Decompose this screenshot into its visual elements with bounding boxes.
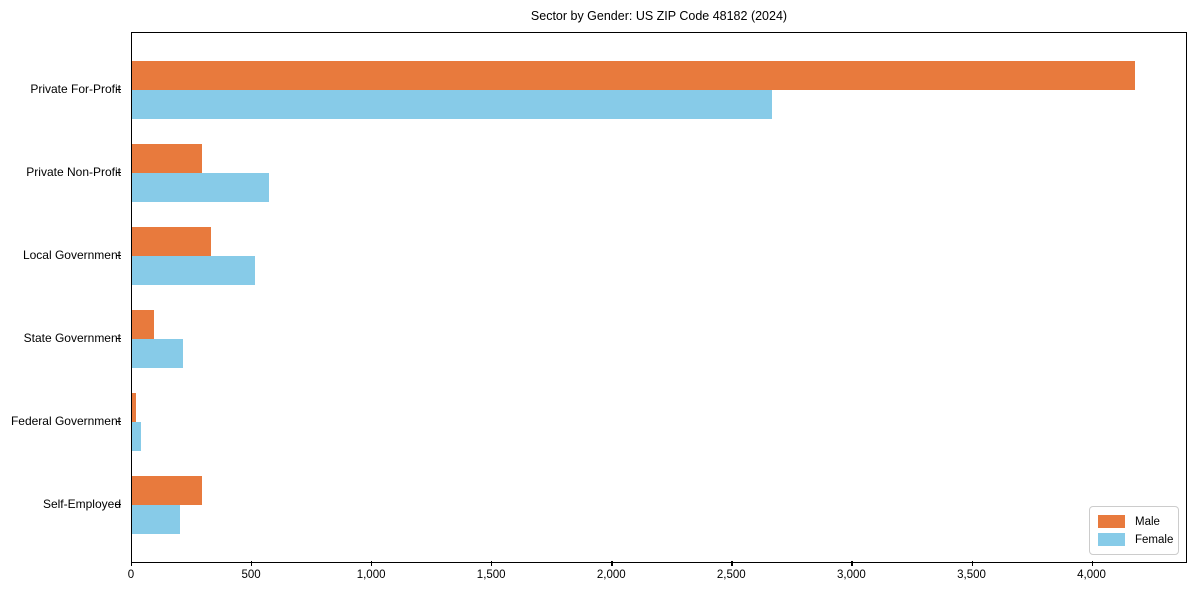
x-tick-label-500: 500 bbox=[241, 569, 261, 581]
legend: Male Female bbox=[1089, 506, 1179, 555]
x-tick-label-1-000: 1,000 bbox=[356, 569, 386, 581]
chart-title: Sector by Gender: US ZIP Code 48182 (202… bbox=[530, 9, 788, 23]
bar-male-local-government bbox=[132, 227, 212, 256]
y-tick-mark bbox=[116, 171, 121, 173]
x-tick-mark bbox=[1091, 561, 1093, 566]
x-tick-mark bbox=[731, 561, 733, 566]
x-axis-ticks: 0 500 1,000 1,500 2,000 2,500 3,000 3,500 4,000 bbox=[128, 561, 1187, 591]
x-tick-mark bbox=[131, 561, 133, 566]
x-tick-label-0: 0 bbox=[127, 569, 135, 581]
y-axis-labels: Private For-Profit Private Non-Profit Loca… bbox=[0, 32, 121, 563]
x-tick-label-4-000: 4,000 bbox=[1077, 569, 1106, 581]
bar-male-self-employed bbox=[132, 476, 202, 505]
x-tick-mark bbox=[371, 561, 373, 566]
x-tick-mark bbox=[611, 561, 613, 566]
x-tick-mark bbox=[851, 561, 853, 566]
x-tick-mark bbox=[491, 561, 493, 566]
y-tick-label-private-for-profit: Private For-Profit bbox=[30, 82, 121, 96]
bar-male-state-government bbox=[132, 310, 155, 339]
legend-entry-female: Female bbox=[1098, 533, 1178, 546]
y-tick-mark bbox=[116, 420, 121, 422]
x-tick-label-2-500: 2,500 bbox=[716, 569, 746, 581]
legend-entry-male: Male bbox=[1098, 515, 1178, 528]
y-tick-label-private-non-profit: Private Non-Profit bbox=[26, 165, 121, 179]
y-tick-mark bbox=[116, 337, 121, 339]
bar-male-private-non-profit bbox=[132, 144, 202, 173]
bar-female-state-government bbox=[132, 339, 183, 368]
x-tick-label-1-500: 1,500 bbox=[476, 569, 506, 581]
y-tick-mark bbox=[116, 503, 121, 505]
y-tick-label-state-government: State Government bbox=[23, 331, 121, 345]
legend-swatch-female bbox=[1098, 533, 1125, 546]
y-tick-label-self-employed: Self-Employed bbox=[42, 497, 121, 511]
y-tick-mark bbox=[116, 88, 121, 90]
legend-swatch-male bbox=[1098, 515, 1125, 528]
legend-label-female: Female bbox=[1135, 533, 1174, 546]
x-tick-label-3-500: 3,500 bbox=[957, 569, 986, 581]
x-tick-mark bbox=[251, 561, 253, 566]
bar-female-private-for-profit bbox=[132, 90, 772, 119]
bar-female-private-non-profit bbox=[132, 173, 269, 202]
y-tick-label-local-government: Local Government bbox=[22, 248, 121, 262]
bar-male-federal-government bbox=[132, 393, 137, 422]
legend-label-male: Male bbox=[1135, 515, 1160, 528]
y-tick-label-federal-government: Federal Government bbox=[10, 414, 121, 428]
x-tick-label-2-000: 2,000 bbox=[596, 569, 626, 581]
plot-area bbox=[131, 32, 1187, 563]
bar-male-private-for-profit bbox=[132, 61, 1135, 90]
y-tick-mark bbox=[116, 254, 121, 256]
bar-female-local-government bbox=[132, 256, 255, 285]
bar-female-federal-government bbox=[132, 422, 141, 451]
x-tick-label-3-000: 3,000 bbox=[837, 569, 866, 581]
bar-female-self-employed bbox=[132, 505, 180, 534]
x-tick-mark bbox=[971, 561, 973, 566]
